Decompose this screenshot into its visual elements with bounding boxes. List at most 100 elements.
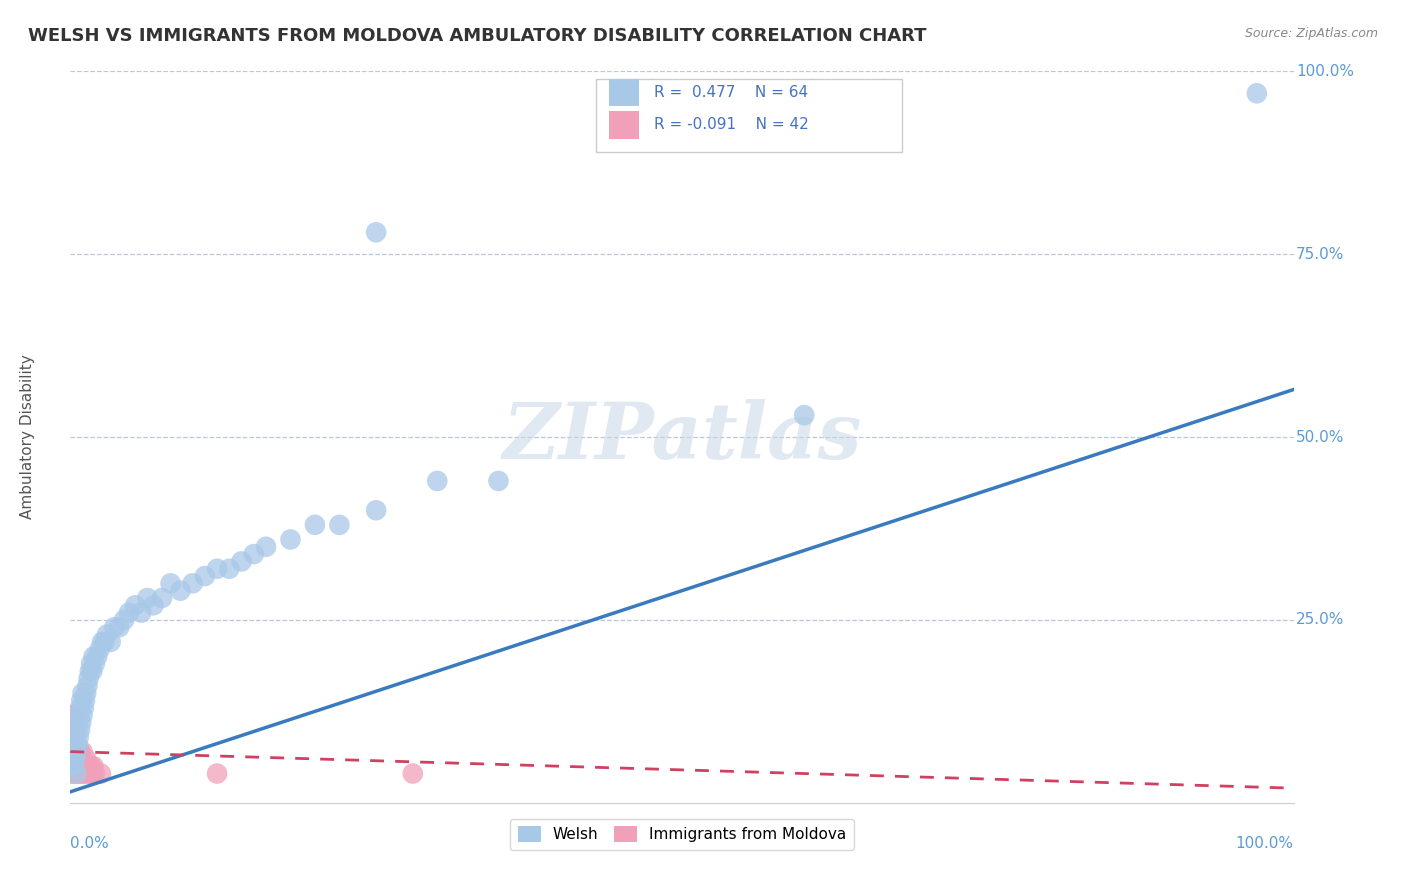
Point (488, 474, 510, 488)
Text: R =  0.477    N = 64: R = 0.477 N = 64 (654, 85, 808, 100)
Point (70, 715, 93, 730)
Point (63, 766, 86, 780)
Point (304, 517, 326, 532)
Point (100, 635, 122, 649)
Point (70, 766, 93, 780)
Point (60, 737, 83, 751)
Point (66, 737, 89, 751)
Point (169, 583, 191, 598)
Point (75, 752, 97, 766)
Point (72, 708, 94, 723)
Point (218, 562, 240, 576)
Point (67, 752, 90, 766)
Point (69, 745, 91, 759)
Point (63, 752, 86, 766)
Legend: Welsh, Immigrants from Moldova: Welsh, Immigrants from Moldova (510, 819, 853, 850)
Point (63, 737, 86, 751)
Point (62, 745, 84, 759)
Point (62, 745, 84, 759)
Point (69, 759, 91, 773)
Point (280, 533, 302, 547)
Point (65, 752, 87, 766)
Point (76, 766, 98, 780)
Point (77, 759, 100, 773)
Point (63, 745, 86, 759)
Point (70, 693, 93, 707)
Point (63, 759, 86, 773)
Point (1246, 87, 1268, 101)
Point (65, 745, 87, 759)
Point (254, 540, 277, 554)
Point (66, 715, 89, 730)
Point (62, 759, 84, 773)
Point (243, 547, 266, 561)
Point (60, 766, 83, 780)
Point (67, 766, 90, 780)
Point (181, 576, 204, 591)
Point (93, 635, 115, 649)
Point (426, 474, 449, 488)
Point (83, 766, 105, 780)
Point (62, 730, 84, 744)
Point (118, 606, 141, 620)
Point (72, 745, 94, 759)
Text: Ambulatory Disability: Ambulatory Disability (20, 355, 35, 519)
Point (159, 576, 181, 591)
Point (73, 700, 96, 714)
Point (63, 759, 86, 773)
Text: 100.0%: 100.0% (1296, 64, 1354, 78)
Point (63, 723, 86, 737)
Point (67, 708, 90, 723)
Point (79, 766, 101, 780)
Point (83, 759, 105, 773)
Point (82, 766, 104, 780)
Point (72, 686, 94, 700)
Point (73, 759, 96, 773)
Point (69, 723, 91, 737)
Point (366, 503, 388, 517)
Point (76, 679, 98, 693)
Point (60, 723, 83, 737)
Text: WELSH VS IMMIGRANTS FROM MOLDOVA AMBULATORY DISABILITY CORRELATION CHART: WELSH VS IMMIGRANTS FROM MOLDOVA AMBULAT… (28, 27, 927, 45)
Point (150, 591, 173, 605)
Point (63, 730, 86, 744)
Point (124, 599, 146, 613)
Point (142, 599, 165, 613)
Point (66, 759, 89, 773)
Text: 50.0%: 50.0% (1296, 430, 1344, 444)
Point (136, 591, 159, 605)
Point (103, 620, 125, 634)
Point (129, 606, 152, 620)
Point (83, 649, 105, 664)
Point (366, 225, 388, 239)
Point (66, 745, 89, 759)
Point (63, 730, 86, 744)
Point (79, 664, 101, 678)
FancyBboxPatch shape (596, 78, 903, 152)
Point (63, 745, 86, 759)
Point (402, 766, 425, 780)
Point (63, 708, 86, 723)
Point (90, 766, 112, 780)
Point (62, 715, 84, 730)
Point (83, 657, 105, 671)
Point (60, 708, 83, 723)
Point (63, 752, 86, 766)
Point (80, 657, 103, 671)
Point (89, 642, 111, 657)
Point (194, 569, 217, 583)
FancyBboxPatch shape (609, 78, 640, 106)
Point (108, 620, 131, 634)
Text: 0.0%: 0.0% (70, 836, 110, 851)
Point (62, 752, 84, 766)
Point (65, 737, 87, 751)
Text: 75.0%: 75.0% (1296, 247, 1344, 261)
Text: Source: ZipAtlas.com: Source: ZipAtlas.com (1244, 27, 1378, 40)
Point (65, 723, 87, 737)
Point (91, 635, 114, 649)
Point (67, 730, 90, 744)
Point (86, 649, 108, 664)
Point (112, 613, 135, 627)
Point (77, 672, 100, 686)
Point (73, 766, 96, 780)
